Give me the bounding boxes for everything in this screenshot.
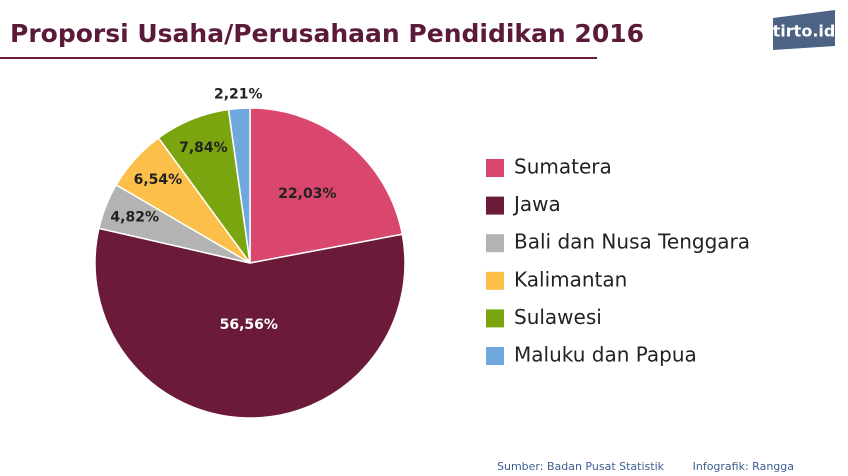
- legend-label: Kalimantan: [514, 267, 627, 291]
- chart-title: Proporsi Usaha/Perusahaan Pendidikan 201…: [10, 19, 644, 48]
- value-label: 22,03%: [278, 186, 336, 202]
- legend-swatch: [486, 234, 504, 253]
- value-label: 7,84%: [179, 140, 228, 156]
- pie-slice: [94, 227, 406, 419]
- legend-label: Bali dan Nusa Tenggara: [514, 230, 750, 254]
- credit: Infografik: Rangga: [693, 460, 794, 473]
- value-label: 6,54%: [134, 172, 183, 188]
- logo: tirto.id: [773, 22, 836, 41]
- value-label: 4,82%: [110, 209, 159, 225]
- logo-box: [773, 10, 835, 50]
- legend-swatch: [486, 347, 504, 365]
- legend-label: Sumatera: [514, 155, 612, 179]
- legend-label: Maluku dan Papua: [514, 343, 697, 367]
- legend-swatch: [486, 309, 504, 328]
- pie-slice: [249, 107, 404, 264]
- legend-swatch: [486, 196, 504, 215]
- value-label: 56,56%: [220, 317, 278, 333]
- legend-label: Jawa: [512, 192, 561, 216]
- legend-swatch: [486, 159, 504, 177]
- legend-label: Sulawesi: [514, 305, 602, 329]
- value-label: 2,21%: [214, 86, 263, 102]
- source: Sumber: Badan Pusat Statistik: [497, 460, 665, 473]
- pie-slice: [227, 107, 251, 264]
- legend-swatch: [486, 271, 504, 290]
